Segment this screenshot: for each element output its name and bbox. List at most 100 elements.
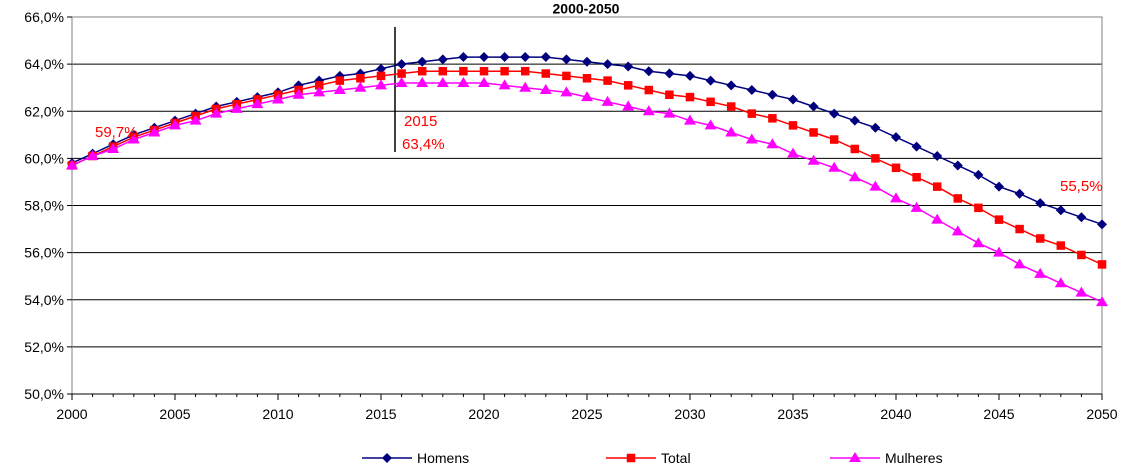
y-tick-label: 62,0% <box>24 103 64 119</box>
annotation-2015-year: 2015 <box>404 113 437 130</box>
data-point-total <box>623 81 633 90</box>
legend-marker-mulheres <box>849 452 861 462</box>
data-point-homens <box>1014 188 1025 199</box>
data-point-total <box>809 128 818 137</box>
data-point-mulheres <box>107 142 120 153</box>
legend-label-homens: Homens <box>417 450 469 466</box>
data-point-mulheres <box>581 91 593 102</box>
data-point-homens <box>911 141 922 152</box>
annotation-end: 55,5% <box>1060 178 1103 195</box>
data-point-total <box>438 66 448 76</box>
data-point-mulheres <box>663 107 676 118</box>
data-point-mulheres <box>436 76 449 87</box>
data-point-total <box>397 69 406 78</box>
data-point-total <box>479 66 489 76</box>
data-point-mulheres <box>1075 286 1088 297</box>
data-point-mulheres <box>292 88 305 99</box>
data-point-mulheres <box>642 105 655 116</box>
legend-label-mulheres: Mulheres <box>885 450 943 466</box>
data-point-homens <box>870 122 881 133</box>
data-point-homens <box>952 160 963 171</box>
data-point-total <box>994 215 1004 224</box>
data-point-mulheres <box>931 213 944 224</box>
data-point-total <box>747 109 757 118</box>
data-point-homens <box>458 52 469 63</box>
data-point-homens <box>994 181 1004 192</box>
data-point-total <box>1077 250 1086 260</box>
x-tick-label: 2040 <box>880 406 911 422</box>
data-point-mulheres <box>127 133 140 144</box>
legend-marker-homens <box>382 453 392 463</box>
data-point-total <box>665 90 674 100</box>
data-point-mulheres <box>230 102 243 113</box>
y-axis: 50,0% 52,0% 54,0% 56,0% 58,0% 60,0% 62,0% 64,0%… <box>24 9 72 402</box>
data-point-total <box>891 163 901 173</box>
legend-marker-total <box>626 453 636 463</box>
data-point-total <box>726 102 736 111</box>
data-point-mulheres <box>1054 277 1067 288</box>
gridlines <box>72 16 1102 395</box>
data-point-mulheres <box>169 119 181 130</box>
data-point-mulheres <box>272 93 284 104</box>
data-point-mulheres <box>395 76 408 87</box>
data-point-mulheres <box>725 126 738 137</box>
x-tick-label: 2020 <box>468 406 499 422</box>
x-tick-label: 2045 <box>983 406 1014 422</box>
data-point-homens <box>932 151 943 162</box>
data-point-homens <box>1035 198 1046 209</box>
y-tick-label: 64,0% <box>24 56 64 72</box>
y-tick-label: 56,0% <box>24 245 64 261</box>
legend-label-total: Total <box>661 450 691 466</box>
data-point-mulheres <box>910 201 923 212</box>
data-point-mulheres <box>478 76 490 87</box>
data-point-homens <box>643 66 654 77</box>
data-point-mulheres <box>354 81 367 92</box>
data-point-total <box>562 71 571 81</box>
data-point-homens <box>973 169 984 180</box>
data-point-homens <box>808 101 819 112</box>
data-point-total <box>706 97 715 107</box>
data-point-total <box>1056 241 1066 250</box>
data-point-total <box>1035 234 1045 243</box>
data-point-mulheres <box>972 237 985 248</box>
data-point-mulheres <box>560 86 573 97</box>
series-mulheres <box>66 76 1108 307</box>
data-point-total <box>541 69 551 78</box>
data-point-homens <box>437 54 448 65</box>
data-point-total <box>974 203 983 213</box>
y-tick-label: 66,0% <box>24 9 64 25</box>
data-point-mulheres <box>519 81 532 92</box>
y-tick-label: 54,0% <box>24 292 64 308</box>
data-point-homens <box>746 85 757 96</box>
data-point-mulheres <box>539 84 552 95</box>
data-point-total <box>685 92 695 102</box>
data-point-total <box>500 66 509 76</box>
data-point-homens <box>540 52 551 63</box>
legend: Homens Total Mulheres <box>362 450 943 466</box>
data-point-mulheres <box>333 84 346 95</box>
data-point-total <box>788 121 798 130</box>
data-point-mulheres <box>1013 258 1026 269</box>
data-point-mulheres <box>66 159 78 170</box>
data-point-total <box>335 76 345 85</box>
data-point-homens <box>829 108 840 119</box>
x-tick-label: 2000 <box>56 406 87 422</box>
data-point-mulheres <box>745 133 758 144</box>
data-point-homens <box>1055 205 1066 216</box>
annotation-start: 59,7% <box>95 124 138 141</box>
data-point-total <box>376 71 386 81</box>
annotation-2015-value: 63,4% <box>402 136 445 153</box>
data-point-total <box>314 81 324 90</box>
data-point-mulheres <box>457 76 470 87</box>
data-point-homens <box>664 68 675 79</box>
data-point-total <box>953 194 963 203</box>
series-group <box>66 52 1108 307</box>
data-point-homens <box>582 56 592 67</box>
data-point-homens <box>396 59 407 70</box>
data-point-total <box>932 182 942 191</box>
x-tick-label: 2010 <box>262 406 293 422</box>
data-point-mulheres <box>828 161 841 172</box>
x-tick-label: 2025 <box>571 406 602 422</box>
